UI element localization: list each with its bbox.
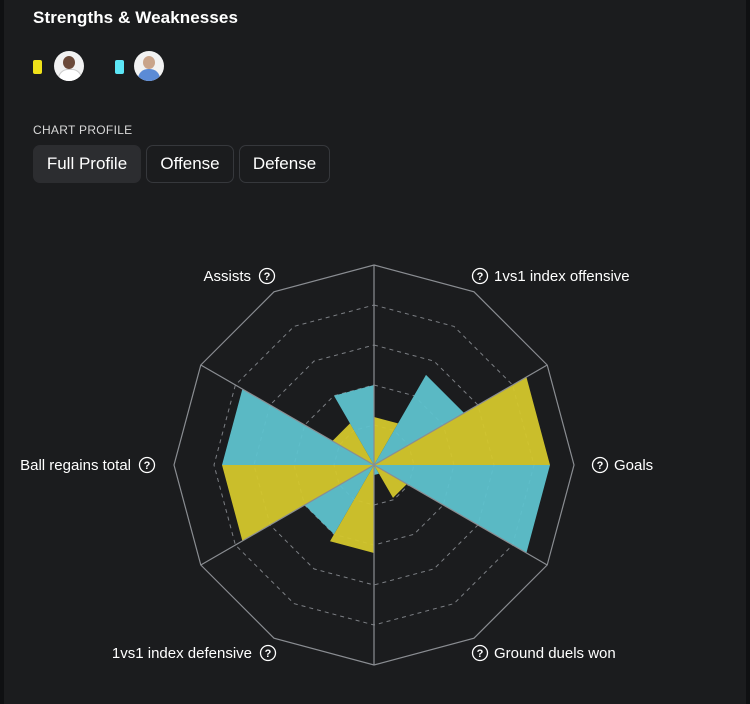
wedge-s1-1vs1-index-offensive	[374, 377, 550, 465]
spoke-2	[373, 364, 548, 466]
axis-label-1vs1-index-defensive: 1vs1 index defensive	[112, 645, 252, 662]
axis-label-assists: Assists	[203, 268, 251, 285]
wedge-s1-ground-duels-won	[330, 465, 374, 553]
help-icon-1vs1-index-defensive[interactable]	[259, 644, 277, 662]
strengths-weaknesses-panel: Strengths & Weaknesses CHART PROFILE Ful…	[4, 0, 746, 704]
help-icon-glyph: ?	[477, 271, 484, 283]
spoke-3	[373, 464, 548, 566]
wedge-s1-ball-regains-total	[332, 423, 374, 465]
help-icon-ground-duels-won[interactable]	[471, 644, 489, 662]
tab-defense[interactable]: Defense	[239, 145, 330, 183]
axis-label-goals: Goals	[614, 457, 653, 474]
help-icon-1vs1-index-offensive[interactable]	[471, 267, 489, 285]
axis-label-1vs1-index-offensive: 1vs1 index offensive	[494, 268, 630, 285]
tab-full-profile[interactable]: Full Profile	[33, 145, 141, 183]
page-title: Strengths & Weaknesses	[33, 8, 239, 27]
help-icon-glyph: ?	[265, 648, 272, 660]
help-icon-assists[interactable]	[258, 267, 276, 285]
wedge-s1-1vs1-index-defensive	[222, 465, 374, 541]
help-icon-glyph: ?	[597, 460, 604, 472]
wedge-s2-ball-regains-total	[334, 385, 374, 465]
help-icon-glyph: ?	[144, 460, 151, 472]
axis-label-ball-regains-total: Ball regains total	[20, 457, 131, 474]
wedge-s1-assists	[374, 417, 398, 465]
wedge-s2-assists	[374, 374, 465, 465]
help-icon-glyph: ?	[264, 271, 271, 283]
player-2-avatar-icon[interactable]	[134, 51, 164, 81]
axis-label-ground-duels-won: Ground duels won	[494, 645, 616, 662]
chart-profile-label: CHART PROFILE	[33, 123, 133, 137]
wedge-s1-goals	[374, 465, 407, 498]
player-1-avatar-icon[interactable]	[54, 51, 84, 81]
wedge-s2-1vs1-index-defensive	[222, 389, 374, 465]
tab-offense[interactable]: Offense	[146, 145, 234, 183]
spoke-5	[200, 464, 375, 566]
player-2-color-swatch	[115, 60, 124, 74]
help-icon-goals[interactable]	[591, 456, 609, 474]
spoke-6	[200, 364, 375, 466]
wedge-s2-goals	[374, 465, 379, 475]
player-1-color-swatch	[33, 60, 42, 74]
help-icon-ball-regains-total[interactable]	[138, 456, 156, 474]
wedge-s2-1vs1-index-offensive	[374, 465, 550, 553]
wedge-s2-ground-duels-won	[304, 465, 374, 535]
help-icon-glyph: ?	[477, 648, 484, 660]
